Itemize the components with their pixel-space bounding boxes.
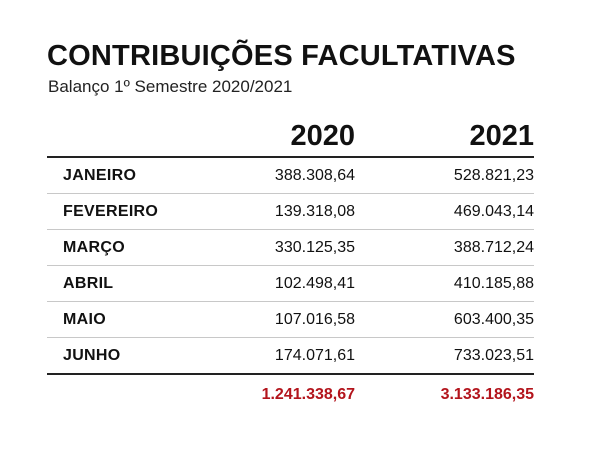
row-label: ABRIL	[63, 275, 114, 292]
value-2021: 603.400,35	[453, 311, 534, 328]
page-subtitle: Balanço 1º Semestre 2020/2021	[48, 77, 293, 96]
value-2021: 469.043,14	[453, 203, 534, 220]
row-label: JUNHO	[63, 347, 121, 364]
value-2020: 174.071,61	[274, 347, 355, 364]
table-row: ABRIL 102.498,41 410.185,88	[47, 266, 534, 302]
total-2020: 1.241.338,67	[261, 386, 355, 403]
data-table: JANEIRO 388.308,64 528.821,23 FEVEREIRO …	[47, 156, 534, 375]
totals-row: 1.241.338,67 3.133.186,35	[47, 380, 534, 410]
value-2020: 102.498,41	[274, 275, 355, 292]
total-2021: 3.133.186,35	[440, 386, 534, 403]
value-2020: 139.318,08	[274, 203, 355, 220]
column-header-2020: 2020	[290, 120, 355, 152]
table-row: FEVEREIRO 139.318,08 469.043,14	[47, 194, 534, 230]
column-header-2021: 2021	[469, 120, 534, 152]
table-row: MARÇO 330.125,35 388.712,24	[47, 230, 534, 266]
row-label: MARÇO	[63, 239, 125, 256]
value-2020: 388.308,64	[274, 167, 355, 184]
value-2021: 733.023,51	[453, 347, 534, 364]
row-label: JANEIRO	[63, 167, 137, 184]
table-row: JUNHO 174.071,61 733.023,51	[47, 338, 534, 375]
table-row: MAIO 107.016,58 603.400,35	[47, 302, 534, 338]
row-label: MAIO	[63, 311, 106, 328]
value-2020: 330.125,35	[274, 239, 355, 256]
value-2020: 107.016,58	[274, 311, 355, 328]
table-row: JANEIRO 388.308,64 528.821,23	[47, 158, 534, 194]
value-2021: 410.185,88	[453, 275, 534, 292]
page-title: CONTRIBUIÇÕES FACULTATIVAS	[47, 40, 516, 72]
value-2021: 528.821,23	[453, 167, 534, 184]
row-label: FEVEREIRO	[63, 203, 159, 220]
value-2021: 388.712,24	[453, 239, 534, 256]
